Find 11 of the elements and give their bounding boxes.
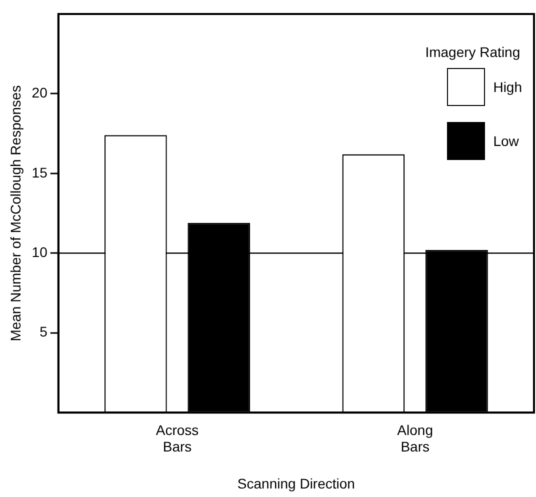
text: Low xyxy=(493,133,519,149)
x-tick-label: Across Bars xyxy=(156,422,199,455)
text: High xyxy=(493,79,522,95)
x-tick-label: Along Bars xyxy=(397,422,433,455)
legend-title: Imagery Rating xyxy=(425,44,522,60)
y-axis-title: Mean Number of McCollough Responses xyxy=(7,85,24,342)
y-tick-label: 5 xyxy=(40,324,48,340)
y-tick-label: 20 xyxy=(32,84,48,101)
y-tick-label: 15 xyxy=(32,164,48,180)
y-tick-label: 10 xyxy=(32,244,48,260)
x-axis-title: Scanning Direction xyxy=(237,475,355,492)
